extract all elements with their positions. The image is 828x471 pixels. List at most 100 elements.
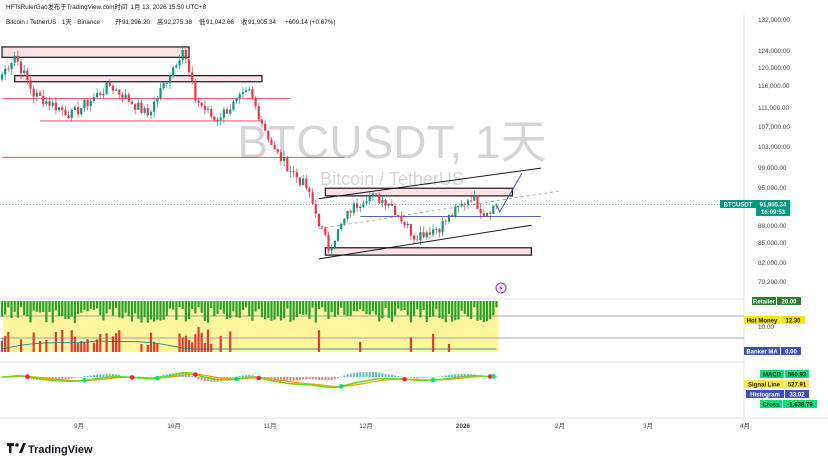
macd-histogram-bar	[279, 377, 282, 382]
price-tag-symbol: BTCUSDT	[724, 203, 753, 209]
candle-body	[118, 89, 121, 95]
drawing-zones[interactable]	[1, 46, 532, 256]
retailer-bar	[51, 301, 54, 323]
candle-body	[454, 206, 457, 217]
hot-money-value: 12.30	[785, 318, 801, 324]
retailer-bar	[365, 301, 368, 315]
symbol-title[interactable]: Bitcoin / TetherUS · 1天 · Binance	[6, 18, 101, 26]
candle-body	[130, 101, 134, 105]
time-axis[interactable]: 9月 10月 11月 12月 2026 2月 3月 4月	[74, 422, 750, 430]
macd-histogram-bar	[286, 377, 289, 382]
banker-ma-line	[1, 337, 497, 350]
macd-pane[interactable]	[1, 371, 498, 389]
retailer-bar	[302, 301, 305, 315]
retailer-bar	[149, 301, 153, 320]
macd-histogram-bar	[159, 375, 162, 377]
retailer-bar	[416, 301, 419, 310]
macd-histogram-bar	[311, 377, 314, 380]
macd-histogram-bar	[200, 377, 203, 381]
macd-histogram-bar	[409, 377, 412, 378]
last-price-tag: BTCUSDT 91,905.34 16:09:53	[720, 200, 790, 216]
candle-body	[32, 88, 35, 97]
macd-histogram-bar	[333, 377, 336, 380]
hot-money-bar	[105, 333, 108, 352]
candle-body	[181, 49, 184, 61]
retailer-bar	[387, 301, 390, 318]
candle-body	[51, 102, 54, 106]
macd-histogram-bar	[318, 377, 320, 381]
retailer-bar	[203, 301, 206, 321]
retailer-bar	[67, 301, 70, 319]
low-value: 91,042.66	[206, 19, 235, 26]
macd-histogram-bar	[387, 374, 390, 377]
retailer-bar	[292, 301, 295, 321]
retailer-bar	[64, 301, 67, 320]
hot-money-bar	[229, 331, 232, 352]
lightning-icon[interactable]	[495, 282, 507, 294]
retailer-bar	[232, 301, 235, 312]
retailer-bar	[283, 301, 286, 319]
price-tick: 82,000.00	[758, 260, 787, 267]
candle-body	[4, 68, 7, 75]
candle-body	[61, 107, 64, 110]
candle-body	[86, 99, 89, 107]
hot-money-bar	[359, 341, 362, 352]
macd-tags: MACD 560.93 Signal Line 527.91 Histogram…	[744, 370, 817, 408]
macd-histogram-bar	[102, 374, 105, 377]
candle-body	[143, 108, 146, 113]
macd-histogram-bar	[451, 374, 454, 377]
retailer-bar	[105, 301, 108, 314]
retailer-bar	[267, 301, 270, 319]
macd-cross-dot	[234, 376, 239, 382]
macd-histogram-bar	[438, 376, 441, 377]
macd-histogram-bar	[99, 374, 102, 377]
retailer-bar	[153, 301, 156, 322]
retailer-bar	[187, 301, 191, 320]
retailer-bar	[260, 301, 264, 318]
candle-body	[406, 223, 409, 226]
candle-body	[264, 123, 267, 131]
retailer-bar	[352, 301, 355, 311]
macd-histogram-bar	[181, 372, 184, 377]
macd-histogram-bar	[61, 377, 64, 380]
retailer-bar	[409, 301, 413, 323]
retailer-bar	[384, 301, 387, 308]
macd-histogram-bar	[295, 377, 298, 381]
candle-body	[330, 247, 333, 251]
retailer-bar	[124, 301, 127, 313]
macd-histogram-bar	[203, 377, 206, 382]
candle-body	[73, 107, 77, 110]
retailer-bar	[317, 301, 321, 309]
candle-body	[156, 98, 159, 102]
drawing-overlay[interactable]	[318, 167, 561, 260]
retailer-bar	[428, 301, 432, 318]
banker-indicator-pane[interactable]	[0, 301, 744, 352]
retailer-bar	[137, 301, 140, 319]
macd-histogram-bar	[422, 377, 425, 379]
candle-body	[159, 87, 162, 99]
tradingview-logo[interactable]: TradingView	[7, 443, 93, 456]
hot-money-bar	[118, 330, 121, 352]
candle-body	[286, 157, 289, 172]
tv-logo-mark	[7, 443, 14, 453]
macd-histogram-bar	[83, 376, 86, 377]
candle-body	[400, 215, 403, 222]
hot-money-bar	[115, 333, 118, 352]
retailer-bar	[378, 301, 381, 322]
macd-histogram-bar	[153, 377, 156, 378]
retailer-bar	[254, 301, 257, 312]
macd-cross-dot	[430, 377, 436, 383]
retailer-bar	[485, 301, 489, 322]
signal-value: 527.91	[788, 382, 807, 388]
macd-cross-dot	[25, 374, 30, 379]
retailer-bar	[29, 301, 32, 323]
retailer-bar	[495, 301, 498, 308]
price-axis[interactable]: 132,000.00 124,000.00 120,000.00 116,000…	[758, 17, 790, 286]
candle-body	[327, 234, 330, 251]
resistance-zone	[1, 46, 190, 58]
retailer-bar	[80, 301, 83, 313]
retailer-bar	[191, 301, 194, 309]
candle-body	[254, 97, 257, 107]
hot-money-bar	[156, 343, 159, 352]
